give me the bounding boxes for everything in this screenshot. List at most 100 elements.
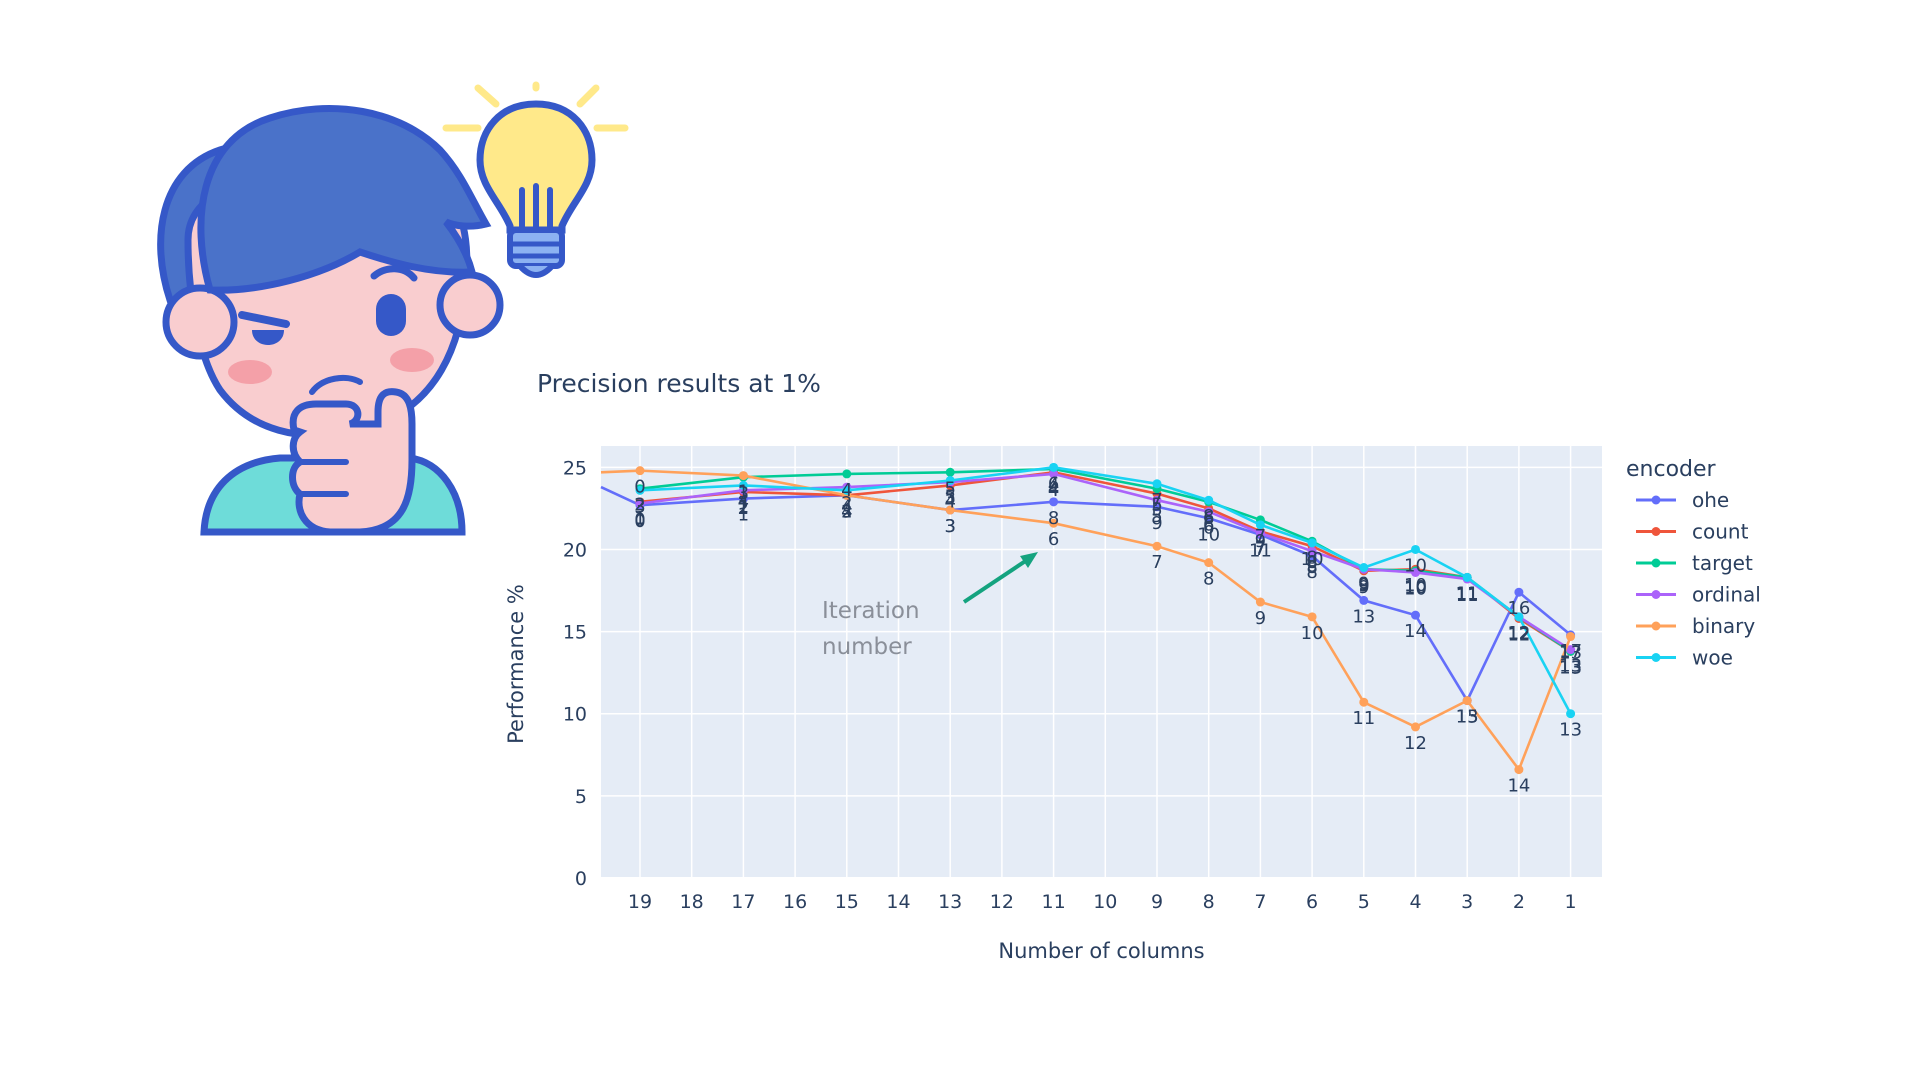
annotation: Iteration number: [822, 552, 1038, 660]
point-woe: [945, 475, 955, 485]
data-label-ohe: 14: [1404, 621, 1427, 642]
point-ohe: [1411, 610, 1420, 620]
y-tick-label: 25: [563, 457, 587, 479]
x-tick-label: 8: [1203, 891, 1215, 913]
annotation-text-line1: Iteration: [822, 598, 920, 624]
data-label-ordinal: 4: [1048, 480, 1059, 501]
legend-marker-ohe: [1651, 495, 1661, 505]
point-woe: [635, 485, 645, 495]
data-label-ordinal: 9: [1358, 575, 1369, 596]
legend-title: encoder: [1626, 457, 1717, 482]
data-label-target: 7: [1255, 526, 1266, 547]
point-ordinal: [1307, 546, 1317, 556]
data-label-target: 12: [1507, 623, 1530, 644]
point-binary: [1359, 697, 1369, 707]
point-ordinal: [1204, 507, 1214, 517]
data-label-binary: 0: [634, 477, 645, 498]
data-label-ohe: 13: [1352, 606, 1375, 627]
x-tick-label: 10: [1093, 891, 1117, 913]
x-tick-label: 6: [1306, 891, 1318, 913]
legend-marker-woe: [1651, 653, 1661, 662]
data-label-binary: 13: [1456, 707, 1479, 728]
y-axis-ticks: 0 5 10 15 20 25: [563, 457, 587, 890]
point-ohe: [1359, 595, 1369, 605]
x-tick-label: 7: [1254, 891, 1266, 913]
point-woe: [1152, 479, 1162, 489]
data-label-ohe: 3: [944, 516, 955, 537]
data-label-binary: 12: [1404, 733, 1427, 754]
point-woe: [1049, 462, 1059, 472]
y-tick-label: 15: [563, 622, 587, 644]
x-axis-ticks: 19 18 17 16 15 14 13 12 11 10 9 8 7 6 5 4 3 2 1: [628, 891, 1577, 913]
data-label-count: 3: [841, 501, 852, 522]
point-woe: [842, 485, 852, 495]
data-label-ohe: 8: [1048, 508, 1059, 529]
legend-label-woe: woe: [1692, 646, 1733, 670]
point-woe: [1204, 495, 1214, 505]
data-label-ordinal: 0: [634, 509, 645, 530]
data-label-count: 11: [1456, 583, 1479, 604]
x-tick-label: 12: [990, 891, 1014, 913]
y-tick-label: 0: [575, 868, 587, 890]
x-tick-label: 3: [1461, 891, 1473, 913]
data-label-target: 4: [1048, 475, 1059, 496]
point-target: [842, 469, 852, 479]
y-tick-label: 10: [563, 704, 587, 726]
data-label-count: 4: [1048, 478, 1059, 499]
data-label-woe: 4: [841, 496, 852, 517]
data-label-target: 5: [944, 478, 955, 499]
x-tick-label: 4: [1409, 891, 1421, 913]
x-tick-label: 19: [628, 891, 652, 913]
point-ordinal: [635, 498, 645, 508]
legend-label-count: count: [1692, 520, 1749, 544]
data-label-ohe: 8: [1306, 562, 1317, 583]
series-line-target: [639, 467, 1572, 653]
data-label-count: 7: [1255, 537, 1266, 558]
point-ohe: [1152, 502, 1162, 512]
y-tick-label: 20: [563, 539, 587, 561]
data-label-woe: 3: [634, 496, 645, 517]
x-tick-label: 13: [938, 891, 962, 913]
annotation-arrowhead: [1020, 552, 1038, 568]
data-label-ordinal: 2: [841, 493, 852, 514]
point-woe: [1255, 520, 1265, 530]
point-woe: [1514, 612, 1524, 622]
point-ordinal: [1411, 567, 1420, 577]
data-label-target: 6: [1203, 508, 1214, 529]
series-line-ordinal: [639, 472, 1572, 651]
data-label-binary: 10: [1301, 623, 1324, 644]
data-label-ordinal: 6: [1203, 518, 1214, 539]
data-label-count: 4: [944, 491, 955, 512]
point-binary: [1514, 765, 1524, 775]
gridlines: [601, 446, 1602, 879]
data-label-woe: 10: [1404, 555, 1427, 576]
data-label-ohe: 16: [1507, 598, 1530, 619]
point-ohe: [1049, 497, 1059, 507]
point-ordinal: [1049, 469, 1059, 479]
data-label-ohe: 9: [1151, 513, 1162, 534]
point-woe: [1359, 563, 1369, 573]
series-layer: [600, 462, 1576, 775]
point-binary: [1462, 696, 1472, 706]
point-binary: [738, 471, 748, 481]
data-label-binary: 2: [841, 501, 852, 522]
data-label-ordinal: 8: [1306, 557, 1317, 578]
point-binary: [1411, 722, 1420, 732]
data-label-ordinal: 12: [1507, 623, 1530, 644]
legend-label-target: target: [1692, 551, 1753, 575]
legend-label-ordinal: ordinal: [1692, 583, 1761, 607]
point-binary: [945, 505, 955, 515]
y-tick-label: 5: [575, 786, 587, 808]
data-label-ohe: 15: [1456, 707, 1479, 728]
point-binary: [1049, 518, 1059, 528]
data-label-ordinal: 1: [738, 496, 749, 517]
eye-left: [252, 330, 284, 345]
point-binary: [1307, 612, 1317, 622]
point-binary: [635, 466, 645, 476]
thinking-person-with-lightbulb-icon: [157, 81, 629, 536]
point-woe: [1307, 538, 1317, 548]
data-label-woe: 13: [1559, 720, 1582, 741]
point-woe: [1411, 544, 1420, 554]
data-label-target: 9: [1358, 575, 1369, 596]
light-rays: [442, 81, 629, 132]
